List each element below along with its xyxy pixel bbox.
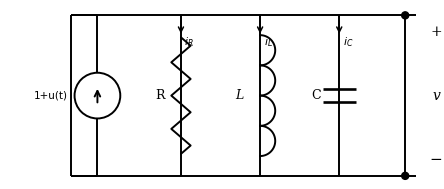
Text: 1+u(t): 1+u(t) bbox=[34, 91, 68, 101]
Text: +: + bbox=[430, 25, 442, 39]
Text: −: − bbox=[430, 153, 442, 167]
Text: v: v bbox=[432, 89, 440, 103]
Text: L: L bbox=[235, 89, 243, 102]
Text: $i_{C}$: $i_{C}$ bbox=[343, 36, 353, 49]
Circle shape bbox=[402, 12, 409, 19]
Text: C: C bbox=[312, 89, 321, 102]
Text: R: R bbox=[155, 89, 165, 102]
Text: $i_{L}$: $i_{L}$ bbox=[264, 36, 273, 49]
Circle shape bbox=[402, 172, 409, 179]
Text: $i_{R}$: $i_{R}$ bbox=[184, 36, 194, 49]
